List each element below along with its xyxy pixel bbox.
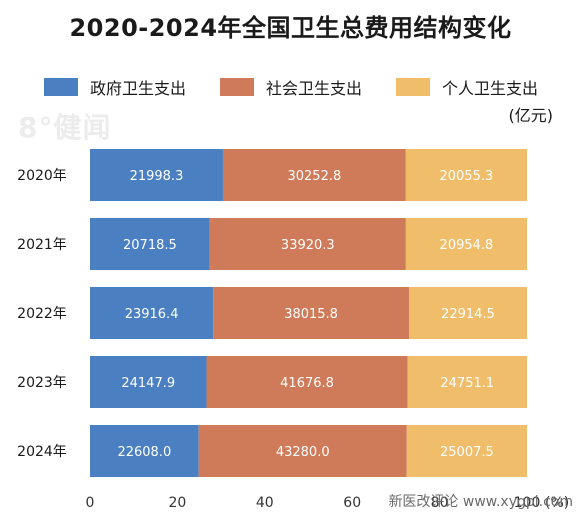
footer-source: 新医改评论 www.xygpl.com (388, 494, 573, 510)
bar-segment (90, 218, 210, 270)
bar-segment (90, 287, 214, 339)
bar-segment (405, 218, 527, 270)
x-tick-label: 40 (256, 495, 274, 511)
category-label: 2023年 (17, 375, 67, 391)
bar-value-label: 22914.5 (441, 307, 495, 322)
chart-title: 2020-2024年全国卫生总费用结构变化 (69, 14, 512, 42)
bar-value-label: 22608.0 (117, 445, 171, 460)
legend-item-social: 社会卫生支出 (220, 75, 362, 99)
bar-segment (408, 287, 527, 339)
legend-swatch-social (220, 78, 255, 96)
bar-segment (405, 149, 527, 201)
bar-value-label: 41676.8 (280, 376, 334, 391)
x-tick-label: 80 (431, 495, 449, 511)
bar-value-label: 25007.5 (440, 445, 494, 460)
bar-segment (407, 356, 527, 408)
bar-value-label: 20718.5 (123, 238, 177, 253)
bar-value-label: 43280.0 (276, 445, 330, 460)
legend-label-personal: 个人卫生支出 (442, 79, 539, 98)
x-unit-label: (%) (545, 495, 569, 511)
legend-item-personal: 个人卫生支出 (396, 75, 538, 99)
bar-value-label: 23916.4 (125, 307, 179, 322)
category-label: 2024年 (17, 444, 67, 460)
unit-label: (亿元) (508, 106, 554, 125)
legend-swatch-government (44, 78, 78, 96)
legend-item-government: 政府卫生支出 (44, 75, 186, 99)
category-label: 2022年 (17, 306, 67, 322)
bar-segment (213, 287, 409, 339)
bar-value-label: 30252.8 (287, 169, 341, 184)
legend-label-government: 政府卫生支出 (90, 79, 187, 98)
x-tick-label: 60 (343, 495, 361, 511)
x-tick-label: 0 (86, 495, 95, 511)
legend-swatch-personal (396, 78, 431, 96)
bar-value-label: 38015.8 (284, 307, 338, 322)
watermark-logo: 8°健闻 (18, 111, 112, 144)
bar-segment (90, 356, 207, 408)
bar-segment (209, 218, 406, 270)
bar-value-label: 20954.8 (440, 238, 494, 253)
category-label: 2021年 (17, 237, 67, 253)
bar-value-label: 24751.1 (440, 376, 494, 391)
legend: 政府卫生支出 社会卫生支出 个人卫生支出 (44, 75, 538, 99)
bar-segment (206, 356, 408, 408)
bar-segment (406, 425, 527, 477)
bar-value-label: 24147.9 (121, 376, 175, 391)
bar-value-label: 33920.3 (281, 238, 335, 253)
bar-segment (90, 425, 199, 477)
bar-segment (90, 149, 223, 201)
x-tick-label: 100 (514, 495, 541, 511)
category-label: 2020年 (17, 168, 67, 184)
bar-segment (222, 149, 406, 201)
legend-label-social: 社会卫生支出 (266, 79, 363, 98)
bar-segment (198, 425, 407, 477)
x-tick-label: 20 (168, 495, 186, 511)
bar-value-label: 21998.3 (130, 169, 184, 184)
bar-value-label: 20055.3 (440, 169, 494, 184)
